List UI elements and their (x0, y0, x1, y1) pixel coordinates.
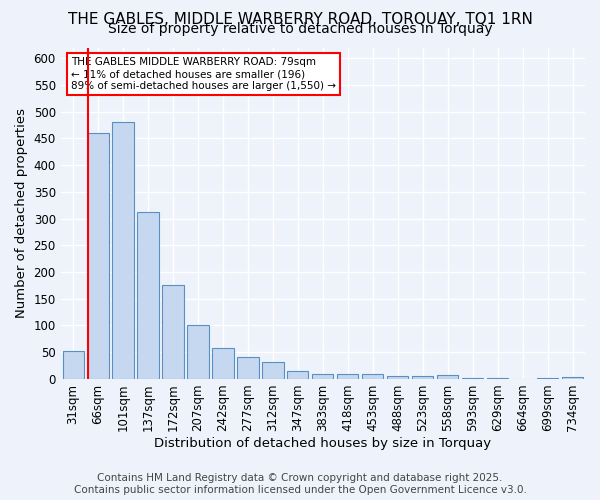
Bar (387, 376, 409, 379)
Bar (462, 378, 483, 379)
Bar (262, 362, 284, 379)
Bar (137, 212, 158, 379)
Bar (238, 356, 259, 379)
Bar (362, 374, 383, 379)
X-axis label: Distribution of detached houses by size in Torquay: Distribution of detached houses by size … (154, 437, 491, 450)
Text: THE GABLES, MIDDLE WARBERRY ROAD, TORQUAY, TQ1 1RN: THE GABLES, MIDDLE WARBERRY ROAD, TORQUA… (68, 12, 532, 28)
Bar (412, 376, 433, 379)
Bar (312, 374, 334, 379)
Bar (88, 133, 109, 379)
Bar (562, 377, 583, 379)
Text: Size of property relative to detached houses in Torquay: Size of property relative to detached ho… (107, 22, 493, 36)
Bar (212, 348, 233, 379)
Bar (537, 378, 558, 379)
Bar (112, 122, 134, 379)
Bar (287, 371, 308, 379)
Text: Contains HM Land Registry data © Crown copyright and database right 2025.
Contai: Contains HM Land Registry data © Crown c… (74, 474, 526, 495)
Text: THE GABLES MIDDLE WARBERRY ROAD: 79sqm
← 11% of detached houses are smaller (196: THE GABLES MIDDLE WARBERRY ROAD: 79sqm ←… (71, 58, 336, 90)
Bar (487, 378, 508, 379)
Y-axis label: Number of detached properties: Number of detached properties (15, 108, 28, 318)
Bar (337, 374, 358, 379)
Bar (437, 375, 458, 379)
Bar (163, 286, 184, 379)
Bar (62, 350, 84, 379)
Bar (187, 326, 209, 379)
